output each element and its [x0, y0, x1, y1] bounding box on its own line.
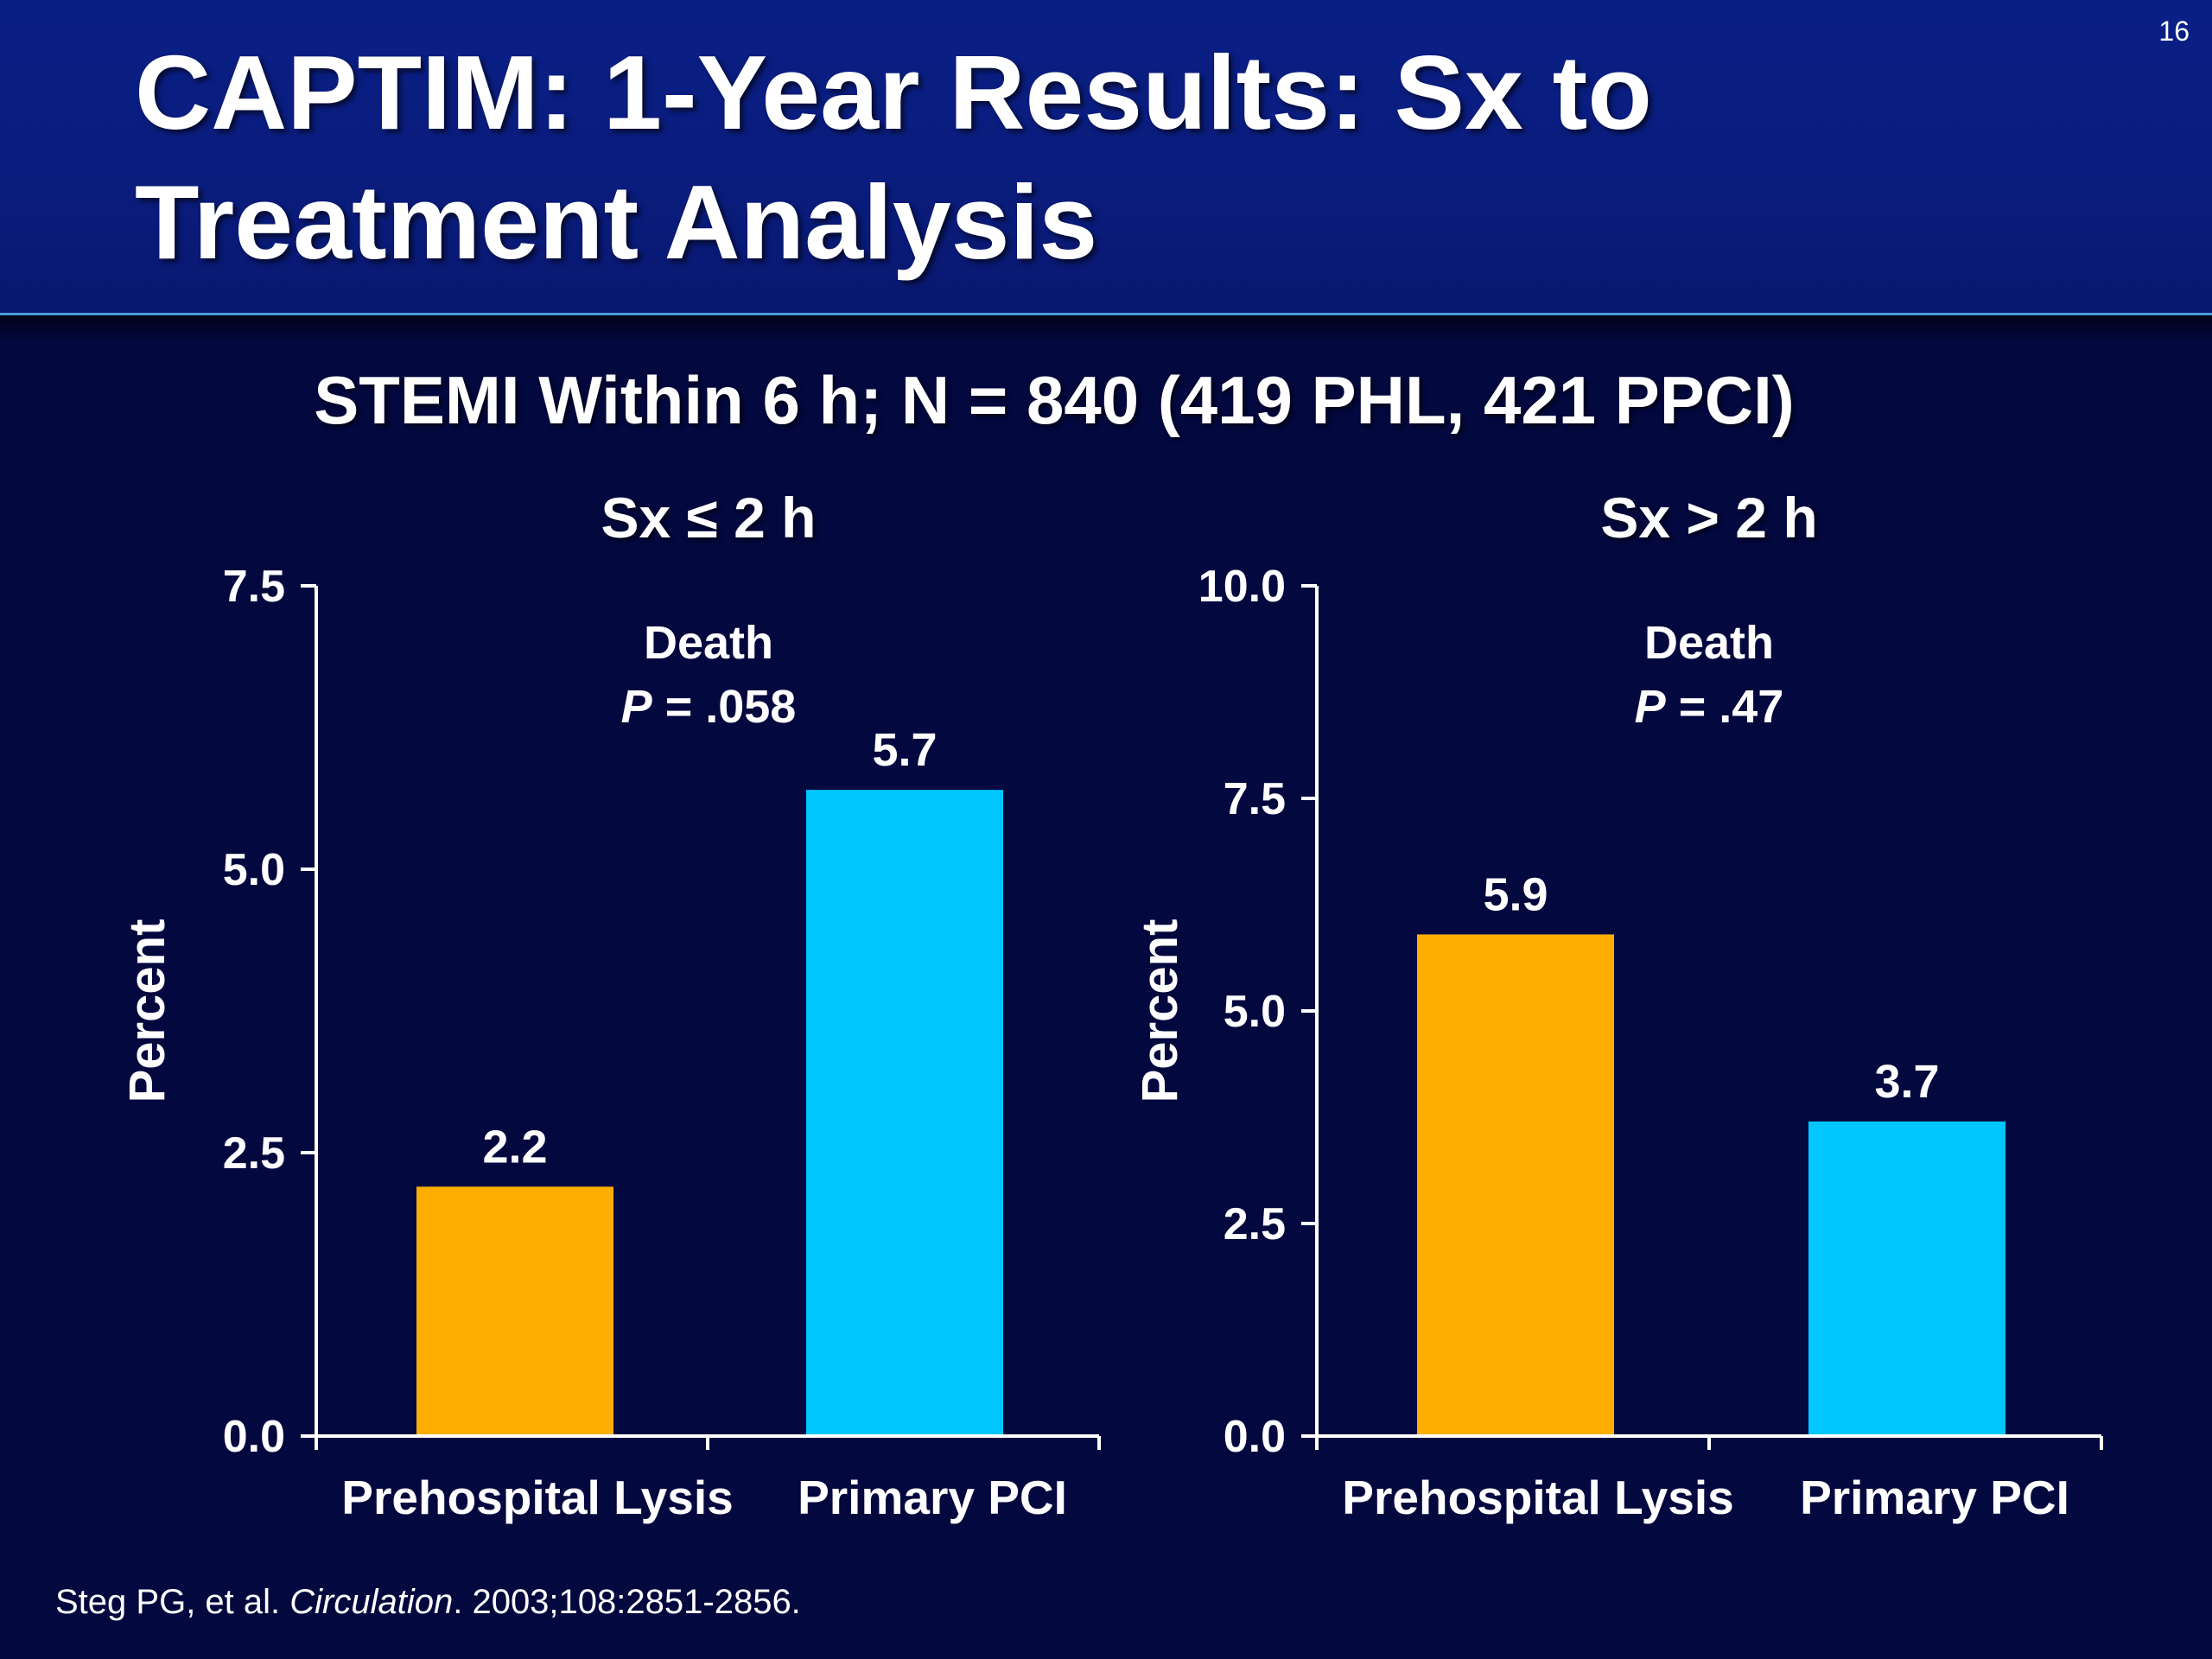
chart1-value-label-2: 5.7	[872, 724, 937, 776]
chart2-category-label-1: Prehospital Lysis	[1342, 1471, 1733, 1524]
chart2-bar-2	[1808, 1121, 2005, 1436]
chart1-category-label-2: Primary PCI	[798, 1471, 1067, 1524]
chart1-value-label-1: 2.2	[482, 1121, 547, 1173]
citation: Steg PG, et al. Circulation. 2003;108:28…	[55, 1583, 801, 1622]
chart1-y-tick-label-0: 0.0	[223, 1412, 285, 1462]
citation-journal: Circulation	[289, 1583, 454, 1621]
chart1-y-tick-label-1: 2.5	[223, 1128, 285, 1179]
chart1-category-label-1: Prehospital Lysis	[341, 1471, 733, 1524]
chart2-y-tick-label-3: 7.5	[1224, 774, 1286, 824]
chart1-y-tick-label-3: 7.5	[223, 562, 285, 612]
chart2-value-label-1: 5.9	[1483, 868, 1548, 920]
chart2-y-tick-label-4: 10.0	[1198, 562, 1286, 612]
chart1-p-value: = .058	[652, 681, 797, 733]
chart1-p-symbol: P	[621, 681, 653, 733]
chart1-bar-2	[806, 790, 1003, 1436]
chart2-category-label-2: Primary PCI	[1800, 1471, 2069, 1524]
chart2-title: Sx > 2 h	[1600, 486, 1817, 550]
chart1-annotation-p: P = .058	[621, 681, 797, 733]
chart1-bar-1	[416, 1186, 613, 1436]
chart2-y-tick-label-0: 0.0	[1224, 1412, 1286, 1462]
chart1-title: Sx ≤ 2 h	[601, 486, 817, 550]
chart2-y-tick-label-2: 5.0	[1224, 987, 1286, 1037]
chart2-value-label-2: 3.7	[1874, 1056, 1939, 1108]
chart2-y-tick-label-1: 2.5	[1224, 1199, 1286, 1249]
title-banner	[0, 0, 2212, 315]
slide-title: CAPTIM: 1-Year Results: Sx to Treatment …	[135, 34, 1652, 281]
chart1-y-tick-label-2: 5.0	[223, 845, 285, 895]
banner-shadow	[0, 315, 2212, 341]
chart2-bar-1	[1417, 934, 1614, 1436]
chart2-annotation-p: P = .47	[1635, 681, 1784, 733]
chart2-p-symbol: P	[1635, 681, 1667, 733]
slide-subtitle: STEMI Within 6 h; N = 840 (419 PHL, 421 …	[314, 362, 1795, 438]
chart2-annotation-label: Death	[1644, 617, 1774, 669]
slide-number: 16	[2158, 16, 2190, 47]
chart2-y-axis-label: Percent	[1132, 919, 1188, 1103]
chart2-p-value: = .47	[1666, 681, 1784, 733]
citation-prefix: Steg PG, et al.	[55, 1583, 290, 1621]
chart1-y-axis-label: Percent	[119, 919, 175, 1103]
chart1-annotation-label: Death	[644, 617, 773, 669]
citation-suffix: . 2003;108:2851-2856.	[453, 1583, 801, 1621]
